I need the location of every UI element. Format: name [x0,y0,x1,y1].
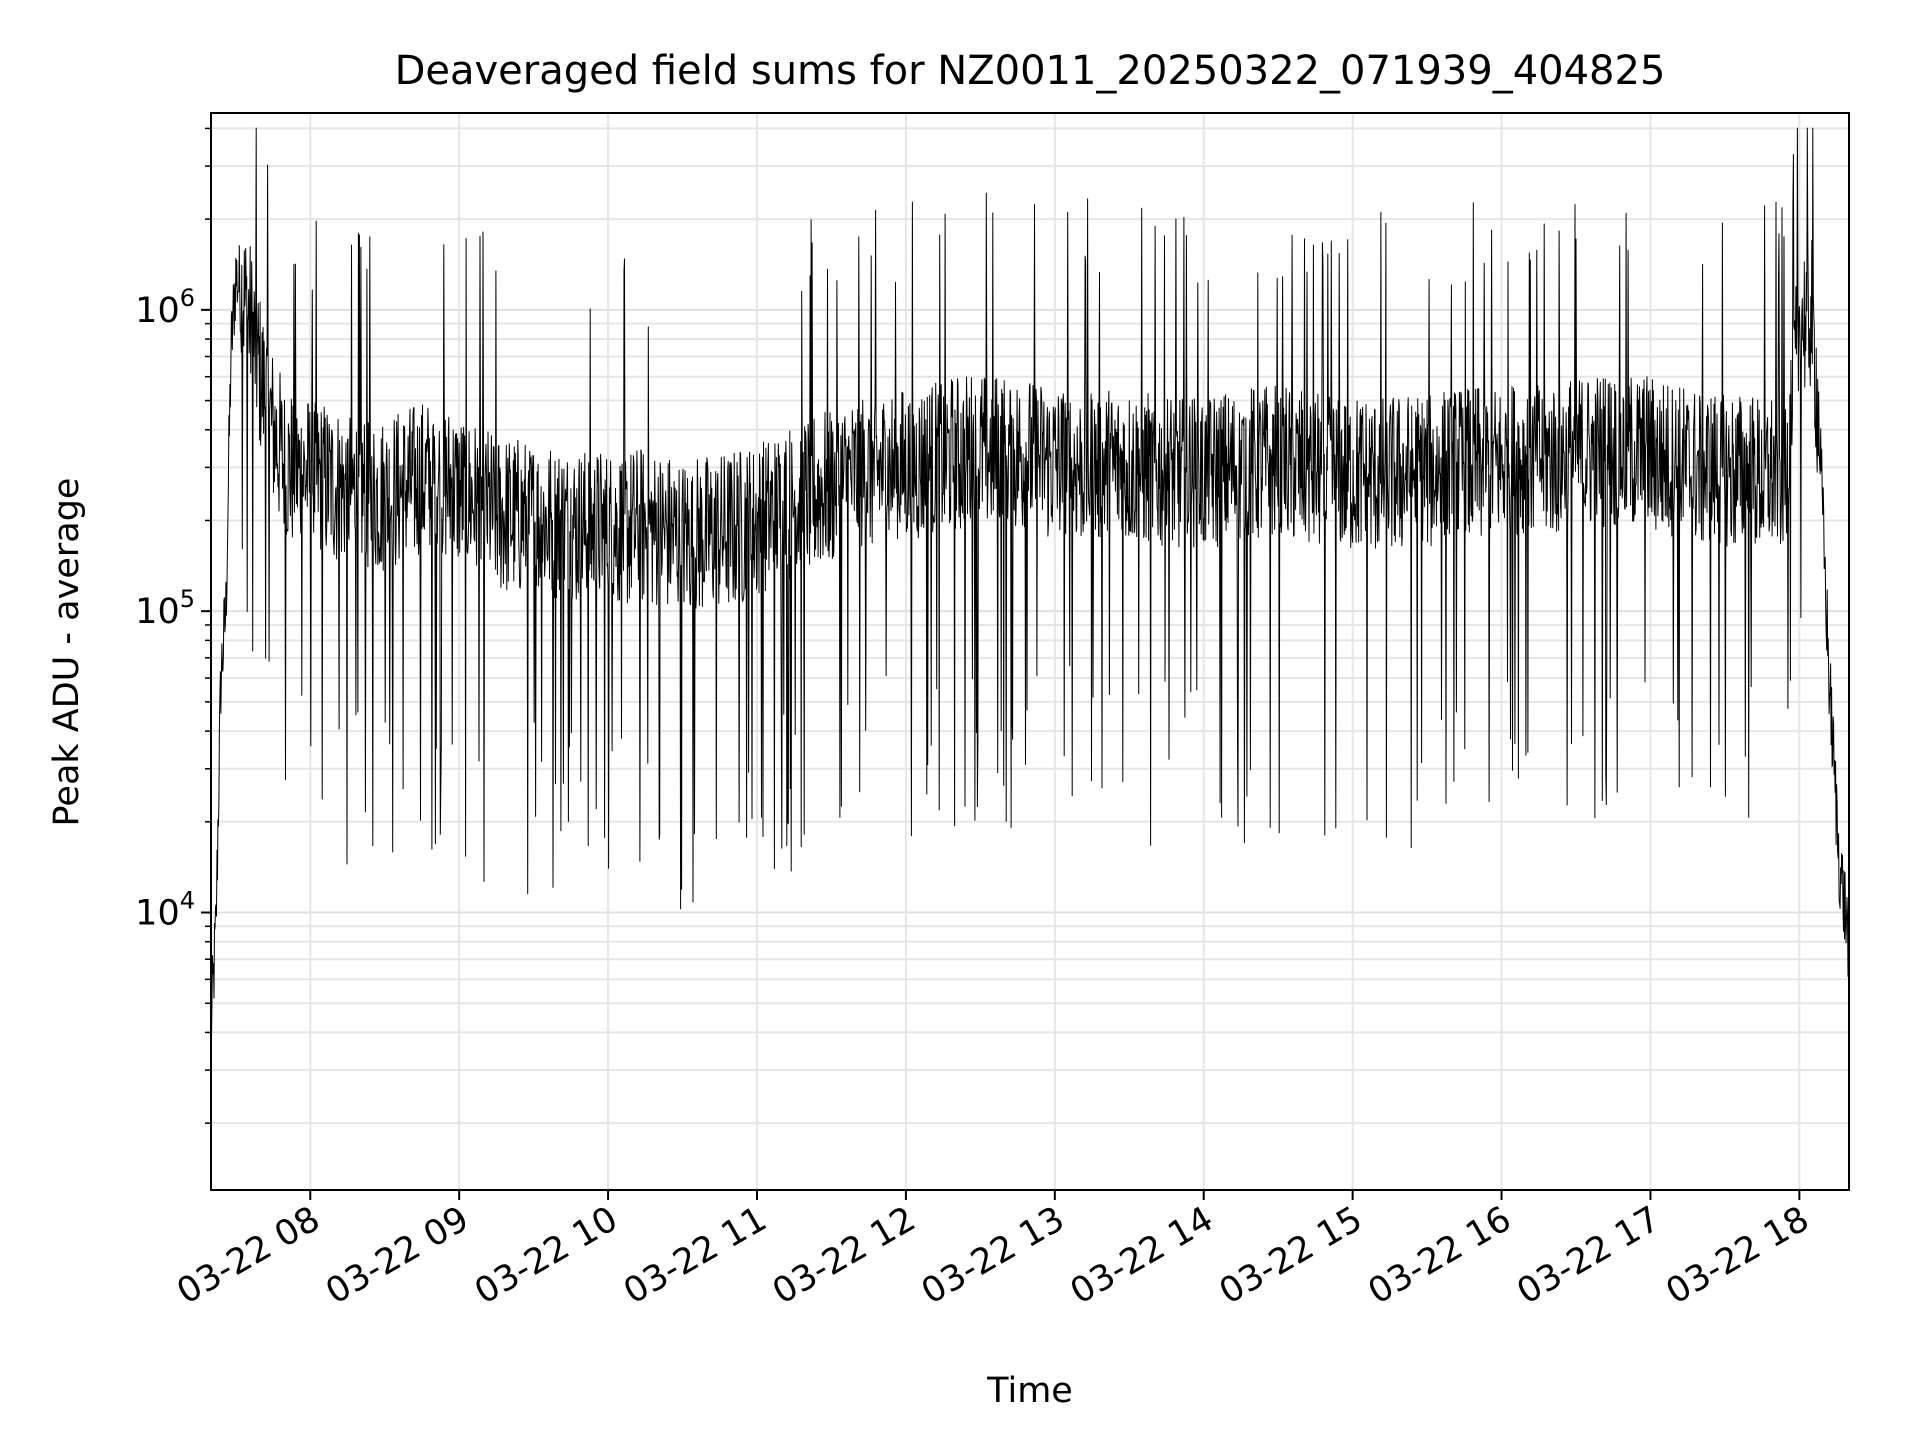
series-layer [210,127,1850,1040]
y-tick-label: 106 [135,284,195,331]
x-axis-label: Time [986,1371,1073,1411]
plot-frame [210,112,1850,1191]
y-axis: 104 105 106 [135,127,211,1124]
y-tick-label: 105 [135,585,195,632]
y-tick-label: 104 [135,887,195,934]
series-line [210,127,1850,1040]
y-axis-label: Peak ADU - average [47,478,87,827]
chart-title: Deaveraged field sums for NZ0011_2025032… [395,48,1666,94]
